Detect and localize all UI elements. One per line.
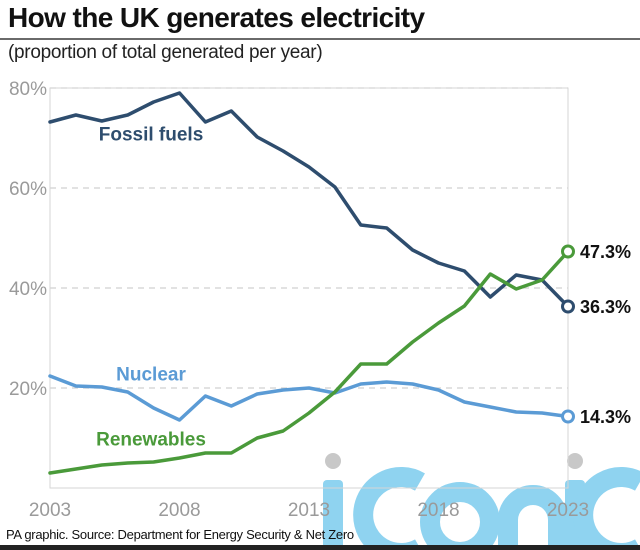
y-tick-label: 60%: [9, 179, 47, 200]
end-marker: [561, 299, 575, 314]
watermark-c: [353, 467, 425, 550]
series-label: Renewables: [96, 430, 206, 451]
series-lines: [48, 91, 570, 475]
x-tick-label: 2013: [288, 500, 330, 521]
end-value-label: 14.3%: [580, 407, 631, 427]
chart-subtitle: (proportion of total generated per year): [8, 42, 323, 63]
end-value-label: 36.3%: [580, 297, 631, 317]
end-value-label: 47.3%: [580, 242, 631, 262]
y-tick-label: 80%: [9, 79, 47, 100]
series-label: Nuclear: [116, 365, 186, 386]
bottom-divider: [0, 545, 640, 550]
watermark-i2-dot: [567, 453, 583, 469]
watermark-i-stem: [323, 480, 343, 550]
x-axis: 2003 2008 2013 2018 2023: [29, 500, 589, 521]
watermark: [323, 453, 640, 550]
chart-title: How the UK generates electricity: [8, 2, 425, 33]
x-tick-label: 2018: [417, 500, 459, 521]
title-divider: [0, 38, 640, 40]
watermark-n: [498, 485, 568, 550]
series-line-nuclear: [48, 374, 570, 422]
watermark-c2: [573, 467, 640, 550]
watermark-o: [420, 482, 500, 550]
x-tick-label: 2023: [547, 500, 589, 521]
series-line-fossil-fuels: [48, 91, 570, 309]
y-tick-label: 20%: [9, 379, 47, 400]
source-note: PA graphic. Source: Department for Energ…: [6, 527, 354, 542]
y-tick-label: 40%: [9, 279, 47, 300]
x-tick-label: 2008: [158, 500, 200, 521]
watermark-i-dot: [325, 453, 341, 469]
end-marker: [561, 244, 575, 259]
series-label: Fossil fuels: [99, 125, 204, 146]
plot-frame: [49, 87, 569, 489]
y-axis: 20% 40% 60% 80%: [9, 79, 47, 400]
end-marker: [561, 409, 575, 424]
series-labels: Fossil fuels Nuclear Renewables: [96, 125, 206, 451]
series-line-renewables: [48, 249, 570, 475]
x-tick-label: 2003: [29, 500, 71, 521]
end-markers: 36.3% 47.3% 14.3%: [561, 242, 631, 427]
